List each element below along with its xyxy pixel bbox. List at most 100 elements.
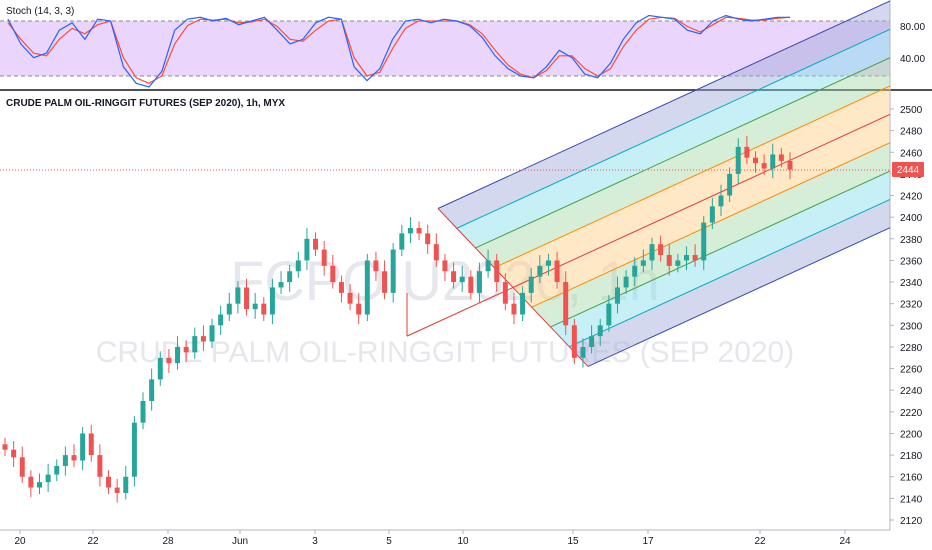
candle-body: [718, 195, 724, 207]
pitchfork: [406, 0, 891, 367]
candle-body: [545, 260, 551, 266]
candle-body: [166, 357, 172, 364]
candle-body: [658, 244, 664, 256]
time-tick-label: 15: [567, 536, 579, 547]
pitchfork-line: [531, 142, 891, 308]
candle-body: [114, 487, 120, 493]
watermark-name: CRUDE PALM OIL-RINGGIT FUTURES (SEP 2020…: [96, 336, 794, 369]
candle-body: [11, 449, 17, 458]
price-tick-label: 2460: [900, 148, 923, 159]
pitchfork-line: [550, 170, 891, 328]
candle-body: [28, 476, 34, 488]
candle-body: [80, 433, 86, 461]
pitchfork-handle: [406, 287, 514, 337]
candle-body: [106, 476, 112, 488]
candle-body: [597, 325, 603, 337]
price-tick-label: 2380: [900, 235, 923, 246]
candle-body: [97, 455, 103, 477]
candle-body: [192, 336, 198, 353]
candle-body: [131, 422, 137, 477]
candle-body: [442, 260, 448, 272]
price-tick-label: 2360: [900, 256, 923, 267]
price-tick-label: 2280: [900, 343, 923, 354]
candle-body: [261, 303, 267, 315]
stoch-band: [0, 21, 890, 76]
candle-body: [2, 444, 8, 450]
candle-body: [494, 260, 500, 283]
candle-body: [407, 227, 413, 234]
candle-body: [683, 255, 689, 261]
stoch-lines: [7, 14, 791, 88]
candle-body: [313, 238, 319, 250]
stoch-k-line: [7, 14, 790, 88]
candle-body: [226, 303, 232, 315]
candle-body: [425, 233, 431, 245]
candle-body: [295, 260, 301, 272]
candles: [2, 136, 793, 503]
time-tick-label: 10: [457, 536, 469, 547]
time-tick-label: 17: [642, 536, 654, 547]
time-tick-label: 3: [312, 536, 318, 547]
candle-body: [675, 260, 681, 266]
last-price-label: 2444: [897, 165, 920, 176]
candle-body: [157, 357, 163, 380]
candle-body: [476, 271, 482, 293]
candle-body: [649, 244, 655, 261]
candle-body: [54, 465, 60, 475]
candle-body: [528, 276, 534, 293]
price-tick-label: 2200: [900, 429, 923, 440]
time-tick-label: 28: [162, 536, 174, 547]
candle-body: [511, 303, 517, 315]
candle-body: [623, 276, 629, 288]
candle-body: [666, 255, 672, 266]
candle-body: [632, 265, 638, 277]
candle-body: [537, 265, 543, 277]
candle-body: [149, 379, 155, 402]
candle-body: [744, 146, 750, 158]
candle-body: [580, 346, 586, 358]
pitchfork-line: [494, 85, 891, 269]
candle-body: [459, 276, 465, 283]
candle-body: [727, 173, 733, 196]
time-tick-label: 20: [14, 536, 26, 547]
candle-body: [761, 163, 767, 169]
price-tick-label: 2480: [900, 127, 923, 138]
candle-body: [752, 157, 758, 164]
candle-body: [269, 287, 275, 315]
candle-body: [287, 271, 293, 283]
pitchfork-zone: [569, 199, 890, 367]
candle-body: [37, 482, 43, 488]
candle-body: [692, 255, 698, 261]
pitchfork-zone: [475, 57, 890, 268]
candle-body: [123, 476, 129, 493]
candle-body: [364, 260, 370, 315]
candle-body: [183, 346, 189, 353]
time-axis: 20 22 28 Jun 3 5 10 15 17 22 24: [14, 530, 851, 547]
candle-body: [218, 314, 224, 326]
time-tick-label: 5: [386, 536, 392, 547]
pitchfork-zone: [494, 86, 890, 288]
price-tick-label: 2420: [900, 192, 923, 203]
chart-title: CRUDE PALM OIL-RINGGIT FUTURES (SEP 2020…: [6, 98, 285, 109]
stoch-tick-80: 80.00: [900, 22, 925, 33]
candle-body: [88, 433, 94, 456]
candle-body: [252, 303, 258, 310]
price-tick-label: 2260: [900, 365, 923, 376]
candle-body: [571, 325, 577, 358]
candle-body: [554, 260, 560, 283]
candle-body: [209, 325, 215, 342]
candle-body: [175, 346, 181, 364]
candle-body: [787, 160, 793, 170]
price-tick-label: 2500: [900, 105, 923, 116]
last-price-badge: [892, 162, 924, 177]
pitchfork-zone: [550, 171, 890, 347]
pitchfork-line: [456, 28, 891, 229]
price-tick-label: 2160: [900, 473, 923, 484]
pitchfork-zone: [438, 0, 890, 229]
pitchfork-line: [587, 227, 891, 367]
candle-body: [382, 271, 388, 293]
pitchfork-line: [475, 57, 891, 249]
stoch-d-line: [7, 16, 791, 84]
candle-body: [347, 292, 353, 304]
